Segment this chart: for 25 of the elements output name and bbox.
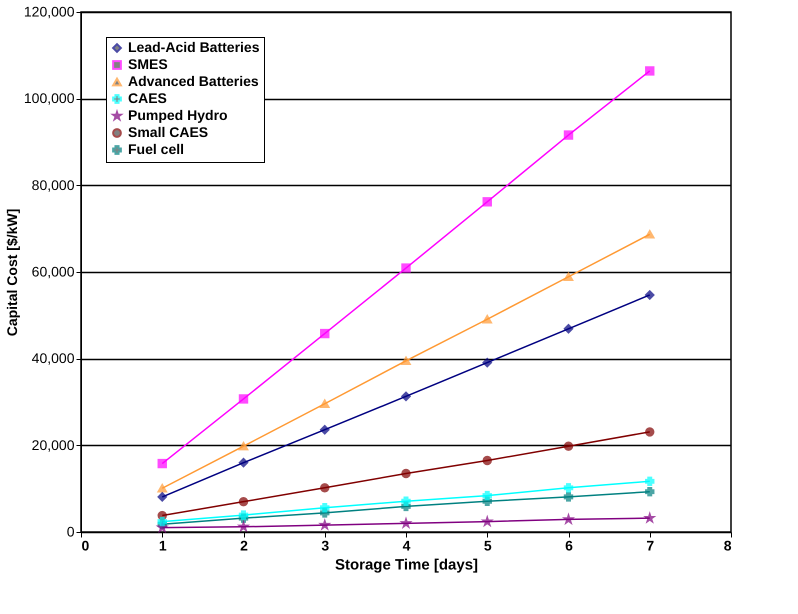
x-tick-label: 8 <box>724 538 732 554</box>
y-axis-title: Capital Cost [$/kW] <box>4 208 20 336</box>
y-tick-label: 60,000 <box>32 264 75 280</box>
x-tick-label: 4 <box>402 538 411 554</box>
x-tick-label: 0 <box>82 538 90 554</box>
x-tick-label: 1 <box>158 538 167 554</box>
legend-label: SMES <box>128 56 168 72</box>
legend-label: Small CAES <box>128 124 208 140</box>
legend-label: Fuel cell <box>128 141 184 157</box>
x-tick-label: 2 <box>240 538 248 554</box>
y-tick-label: 120,000 <box>24 4 75 20</box>
y-tick-label: 80,000 <box>32 176 75 193</box>
x-tick-label: 6 <box>565 538 574 554</box>
legend-label: Lead-Acid Batteries <box>128 39 260 55</box>
x-tick-label: 7 <box>646 538 654 554</box>
y-tick-label: 40,000 <box>32 350 75 366</box>
y-tick-label: 20,000 <box>32 436 75 453</box>
x-tick-label: 3 <box>321 538 330 554</box>
x-axis-title: Storage Time [days] <box>334 556 478 574</box>
x-tick-label: 5 <box>484 538 492 554</box>
legend-label: CAES <box>128 90 167 106</box>
y-tick-label: 100,000 <box>24 90 75 106</box>
y-tick-label: 0 <box>66 524 75 540</box>
legend-label: Advanced Batteries <box>128 73 259 89</box>
legend-label: Pumped Hydro <box>128 107 228 123</box>
